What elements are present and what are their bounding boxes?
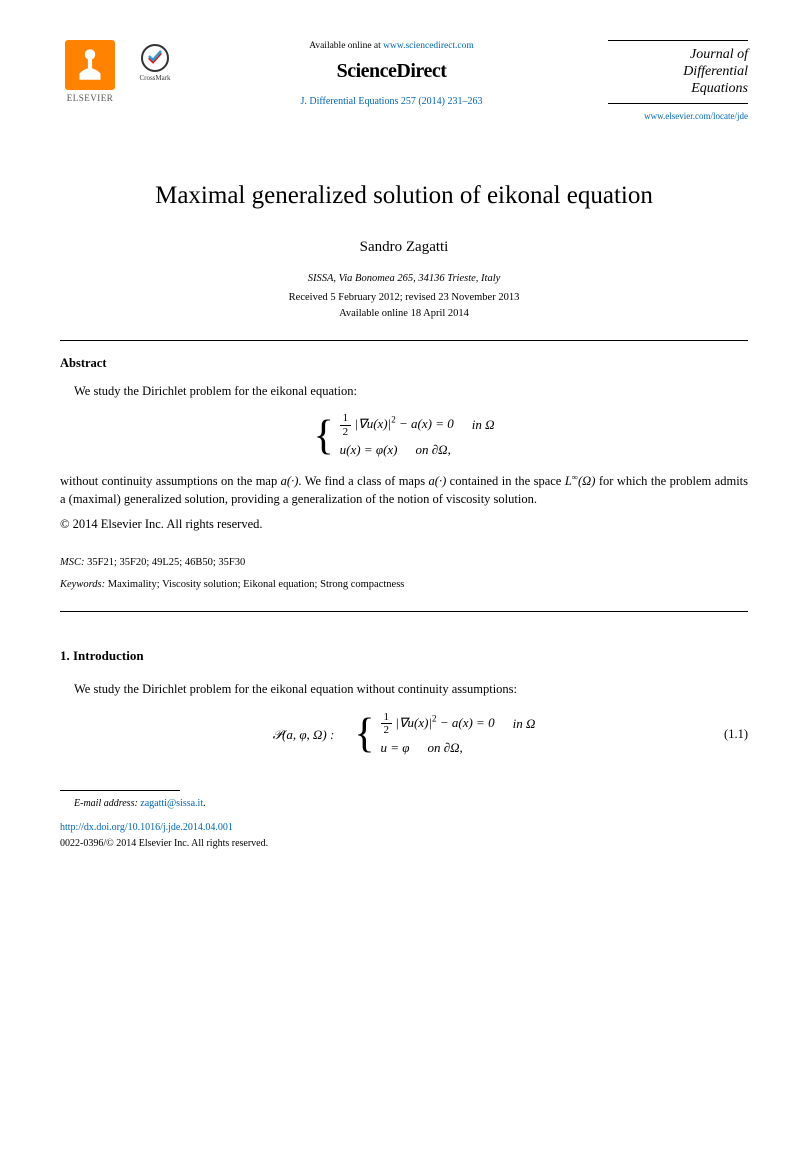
elsevier-label: ELSEVIER [67, 92, 114, 105]
abs-p2g: (Ω) [578, 474, 595, 488]
msc-line: MSC: 35F21; 35F20; 49L25; 46B50; 35F30 [60, 556, 748, 571]
email-footnote: E-mail address: zagatti@sissa.it. [60, 797, 748, 811]
intro-equation: 𝒫(a, φ, Ω) : { 12 |∇u(x)|2 − a(x) = 0 in… [60, 711, 748, 760]
rule-before-abstract [60, 340, 748, 341]
eq1-tail: − a(x) = 0 [396, 416, 454, 431]
msc-codes: 35F21; 35F20; 49L25; 46B50; 35F30 [85, 557, 246, 568]
available-prefix: Available online at [309, 41, 383, 51]
journal-title-line2: Differential [608, 64, 748, 81]
ieq1-domain: in Ω [513, 712, 536, 735]
abs-p2d: a(·) [429, 474, 447, 488]
ieq1-grad: |∇u(x)| [395, 715, 432, 730]
abs-p2a: without continuity assumptions on the ma… [60, 474, 281, 488]
problem-label: 𝒫(a, φ, Ω) : [273, 726, 335, 744]
eq2-domain: on ∂Ω, [416, 438, 451, 461]
sciencedirect-url[interactable]: www.sciencedirect.com [383, 41, 474, 51]
elsevier-tree-icon [65, 40, 115, 90]
abstract-heading: Abstract [60, 355, 748, 373]
abs-p2b: a(·) [281, 474, 299, 488]
journal-title-line1: Journal of [608, 47, 748, 64]
abstract-p2: without continuity assumptions on the ma… [60, 473, 748, 508]
article-title: Maximal generalized solution of eikonal … [60, 178, 748, 213]
eq1-grad: |∇u(x)| [354, 416, 391, 431]
crossmark-icon [141, 44, 169, 72]
intro-eq-case-2: u = φ on ∂Ω, [381, 736, 536, 759]
eq-case-1: 12 |∇u(x)|2 − a(x) = 0 in Ω [340, 412, 495, 438]
intro-heading: 1. Introduction [60, 647, 748, 665]
article-citation[interactable]: J. Differential Equations 257 (2014) 231… [185, 95, 598, 109]
issn-copyright: 0022-0396/© 2014 Elsevier Inc. All right… [60, 837, 748, 851]
journal-homepage-link[interactable]: www.elsevier.com/locate/jde [608, 110, 748, 123]
ieq1-tail: − a(x) = 0 [437, 715, 495, 730]
ieq2-domain: on ∂Ω, [427, 736, 462, 759]
intro-p1: We study the Dirichlet problem for the e… [60, 681, 748, 699]
crossmark-badge[interactable]: CrossMark [135, 44, 175, 84]
ieq2-lhs: u = φ [381, 736, 410, 759]
abs-p2f: L [565, 474, 572, 488]
author-affiliation: SISSA, Via Bonomea 265, 34136 Trieste, I… [60, 272, 748, 287]
doi-link[interactable]: http://dx.doi.org/10.1016/j.jde.2014.04.… [60, 821, 748, 835]
article-date-online: Available online 18 April 2014 [60, 307, 748, 322]
email-label: E-mail address: [74, 798, 138, 809]
header-center: Available online at www.sciencedirect.co… [175, 40, 608, 109]
author-email[interactable]: zagatti@sissa.it [140, 798, 203, 809]
available-online: Available online at www.sciencedirect.co… [185, 40, 598, 53]
eq-case-2: u(x) = φ(x) on ∂Ω, [340, 438, 495, 461]
intro-eq-case-1: 12 |∇u(x)|2 − a(x) = 0 in Ω [381, 711, 536, 737]
keywords-values: Maximality; Viscosity solution; Eikonal … [105, 579, 404, 590]
left-brace-icon-2: { [354, 718, 374, 752]
eq2-lhs: u(x) = φ(x) [340, 438, 398, 461]
author-name: Sandro Zagatti [60, 237, 748, 258]
abstract-equation: { 12 |∇u(x)|2 − a(x) = 0 in Ω u(x) = φ(x… [60, 412, 748, 461]
header-left: ELSEVIER CrossMark [60, 40, 175, 105]
journal-title-line3: Equations [608, 81, 748, 98]
msc-label: MSC: [60, 557, 85, 568]
crossmark-label: CrossMark [139, 74, 170, 84]
eq1-domain: in Ω [472, 413, 495, 436]
left-brace-icon: { [314, 420, 334, 454]
abstract-copyright: © 2014 Elsevier Inc. All rights reserved… [60, 516, 748, 534]
header-right: Journal of Differential Equations www.el… [608, 40, 748, 123]
abs-p2c: . We find a class of maps [298, 474, 428, 488]
sciencedirect-logo[interactable]: ScienceDirect [185, 57, 598, 85]
abs-p2e: contained in the space [446, 474, 565, 488]
journal-title-box: Journal of Differential Equations [608, 40, 748, 104]
article-dates-received: Received 5 February 2012; revised 23 Nov… [60, 291, 748, 306]
equation-number: (1.1) [724, 726, 748, 744]
footnote-rule [60, 790, 180, 791]
rule-after-abstract [60, 611, 748, 612]
elsevier-logo[interactable]: ELSEVIER [60, 40, 120, 105]
keywords-line: Keywords: Maximality; Viscosity solution… [60, 578, 748, 593]
keywords-label: Keywords: [60, 579, 105, 590]
abstract-p1: We study the Dirichlet problem for the e… [60, 383, 748, 401]
page-header: ELSEVIER CrossMark Available online at w… [60, 40, 748, 123]
